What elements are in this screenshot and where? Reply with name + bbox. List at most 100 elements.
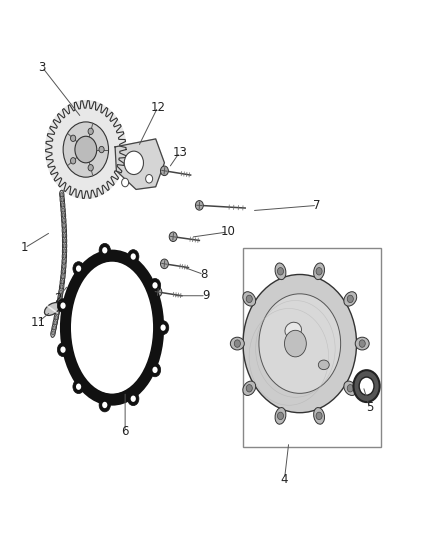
Circle shape: [160, 325, 166, 331]
Circle shape: [195, 200, 203, 210]
Circle shape: [76, 384, 81, 390]
Ellipse shape: [62, 269, 65, 273]
Ellipse shape: [62, 247, 67, 255]
Circle shape: [285, 330, 306, 357]
Circle shape: [243, 274, 357, 413]
Ellipse shape: [56, 310, 59, 314]
Text: 10: 10: [220, 225, 235, 238]
Circle shape: [353, 370, 380, 402]
Ellipse shape: [53, 318, 57, 327]
Ellipse shape: [314, 408, 325, 424]
Ellipse shape: [61, 211, 66, 220]
Circle shape: [73, 262, 84, 276]
Circle shape: [160, 166, 168, 175]
Circle shape: [149, 363, 161, 377]
Circle shape: [57, 298, 69, 312]
Circle shape: [63, 122, 109, 177]
Ellipse shape: [62, 262, 66, 271]
Text: 7: 7: [314, 199, 321, 212]
Text: 13: 13: [172, 146, 187, 159]
Ellipse shape: [275, 263, 286, 280]
Ellipse shape: [55, 316, 58, 320]
Text: 4: 4: [281, 473, 288, 486]
Ellipse shape: [230, 337, 244, 350]
Ellipse shape: [52, 331, 54, 335]
Ellipse shape: [58, 300, 60, 304]
Ellipse shape: [314, 263, 325, 280]
Circle shape: [73, 380, 84, 393]
Ellipse shape: [60, 277, 64, 286]
Ellipse shape: [63, 264, 65, 269]
Circle shape: [149, 278, 161, 292]
Ellipse shape: [62, 213, 65, 217]
Ellipse shape: [61, 206, 65, 215]
Ellipse shape: [57, 305, 60, 310]
Ellipse shape: [61, 272, 65, 281]
Ellipse shape: [60, 200, 65, 209]
Circle shape: [99, 244, 110, 257]
Circle shape: [76, 265, 81, 272]
Ellipse shape: [63, 244, 66, 248]
Circle shape: [316, 412, 322, 419]
Circle shape: [124, 151, 144, 174]
Circle shape: [234, 340, 240, 348]
Circle shape: [316, 268, 322, 275]
Ellipse shape: [344, 292, 357, 306]
Ellipse shape: [61, 267, 66, 276]
Ellipse shape: [63, 249, 66, 253]
Ellipse shape: [53, 326, 56, 330]
Circle shape: [152, 282, 158, 288]
Ellipse shape: [344, 381, 357, 395]
Circle shape: [246, 384, 252, 392]
Ellipse shape: [60, 285, 63, 289]
Circle shape: [347, 384, 353, 392]
Ellipse shape: [62, 208, 64, 212]
Circle shape: [99, 147, 104, 153]
Text: 9: 9: [202, 289, 210, 302]
Ellipse shape: [61, 198, 64, 202]
Circle shape: [131, 253, 136, 260]
Ellipse shape: [243, 292, 256, 306]
Circle shape: [146, 174, 152, 183]
Circle shape: [127, 392, 139, 406]
Ellipse shape: [63, 254, 66, 259]
Ellipse shape: [60, 192, 63, 197]
Ellipse shape: [57, 298, 61, 306]
Circle shape: [259, 294, 341, 393]
Ellipse shape: [59, 287, 63, 296]
Ellipse shape: [243, 381, 256, 395]
Circle shape: [60, 346, 66, 353]
Circle shape: [102, 402, 107, 408]
Ellipse shape: [275, 408, 286, 424]
Circle shape: [157, 321, 169, 335]
Circle shape: [71, 158, 76, 164]
Ellipse shape: [58, 293, 62, 302]
Ellipse shape: [63, 229, 66, 233]
Circle shape: [359, 377, 374, 395]
Ellipse shape: [62, 252, 67, 261]
Circle shape: [277, 412, 283, 419]
Ellipse shape: [62, 257, 66, 266]
Text: 6: 6: [121, 425, 129, 438]
Ellipse shape: [63, 218, 65, 222]
Ellipse shape: [71, 262, 153, 393]
Polygon shape: [46, 101, 126, 198]
Ellipse shape: [61, 203, 64, 207]
Circle shape: [246, 295, 252, 303]
Ellipse shape: [59, 295, 61, 299]
Ellipse shape: [62, 231, 67, 240]
Circle shape: [152, 367, 158, 373]
Ellipse shape: [60, 290, 62, 294]
Ellipse shape: [54, 313, 59, 322]
Ellipse shape: [60, 196, 64, 204]
Circle shape: [122, 178, 129, 187]
Ellipse shape: [318, 360, 329, 369]
Ellipse shape: [63, 259, 65, 263]
Ellipse shape: [52, 324, 57, 332]
Ellipse shape: [63, 239, 66, 243]
Text: 3: 3: [39, 61, 46, 74]
Ellipse shape: [62, 226, 67, 235]
Polygon shape: [115, 139, 164, 189]
Ellipse shape: [62, 236, 67, 245]
Circle shape: [169, 232, 177, 241]
